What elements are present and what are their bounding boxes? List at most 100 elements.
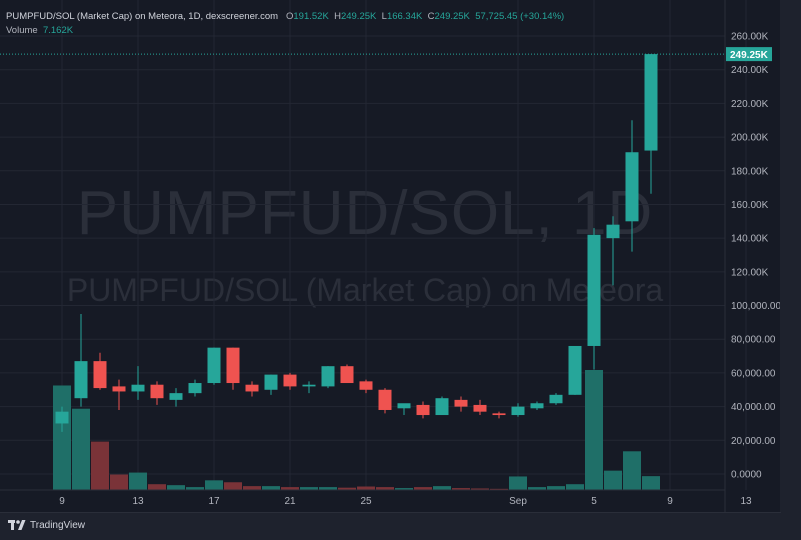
candle-body: [283, 374, 297, 387]
x-tick-label: 13: [740, 496, 752, 507]
volume-bar: [414, 487, 432, 490]
x-tick-label: 17: [208, 496, 220, 507]
candle-body: [169, 393, 183, 400]
volume-bar: [148, 484, 166, 490]
footer-bar: TradingView: [0, 513, 801, 540]
y-tick-label: 220.00K: [731, 99, 769, 110]
y-tick-label: 240.00K: [731, 65, 769, 76]
legend-open-value: 191.52K: [293, 11, 329, 22]
x-tick-label: 25: [360, 496, 372, 507]
volume-bar: [262, 486, 280, 490]
candle-body: [416, 404, 430, 416]
right-gutter: [780, 0, 801, 512]
candle-body: [549, 394, 563, 404]
volume-bar: [642, 476, 660, 490]
y-tick-label: 80,000.00: [731, 335, 776, 346]
y-tick-label: 260.00K: [731, 32, 769, 43]
candle-body: [207, 347, 221, 384]
volume-bar: [490, 488, 508, 490]
candle-body: [606, 224, 620, 239]
price-chart[interactable]: 0.0000 20,000.00 40,000.00 60,000.00 80,000.…: [0, 0, 780, 512]
candle-body: [188, 383, 202, 394]
volume-bar: [91, 441, 109, 490]
y-tick-label: 40,000.00: [731, 402, 776, 413]
candle-body: [492, 413, 506, 416]
tradingview-logo[interactable]: TradingView: [8, 519, 85, 531]
volume-bar: [338, 487, 356, 490]
volume-bar: [623, 451, 641, 490]
candle-body: [302, 384, 316, 387]
volume-bar: [110, 474, 128, 490]
volume-bar: [509, 476, 527, 490]
legend-low-label: L: [381, 11, 387, 22]
y-tick-label: 200.00K: [731, 133, 769, 144]
candle-body: [511, 406, 525, 416]
candle-body: [530, 403, 544, 409]
candle-body: [625, 152, 639, 222]
candle-body: [587, 234, 601, 346]
volume-bar: [528, 487, 546, 490]
price-tag-label: 249.25K: [730, 50, 769, 61]
x-tick-label: Sep: [509, 496, 527, 507]
candle-body: [568, 345, 582, 395]
candle-body: [321, 366, 335, 387]
volume-bar: [433, 486, 451, 490]
tradingview-brand-text: TradingView: [30, 519, 86, 531]
volume-bar: [243, 486, 261, 490]
volume-bar: [167, 485, 185, 490]
candle-body: [131, 384, 145, 392]
volume-bar: [72, 408, 90, 490]
x-tick-label: 21: [284, 496, 296, 507]
x-tick-label: 5: [591, 496, 597, 507]
candle-body: [264, 374, 278, 390]
candle-body: [74, 361, 88, 399]
legend-close-value: 249.25K: [434, 11, 470, 22]
candle-body: [55, 411, 69, 424]
volume-bar: [585, 370, 603, 490]
volume-bar: [395, 488, 413, 490]
chart-panel[interactable]: PUMPFUD/SOL, 1D PUMPFUD/SOL (Market Cap)…: [0, 0, 781, 513]
candle-body: [226, 347, 240, 384]
tradingview-icon: [8, 520, 26, 530]
volume-bar: [471, 488, 489, 490]
x-tick-label: 9: [59, 496, 65, 507]
x-tick-label: 9: [667, 496, 673, 507]
legend-high-label: H: [334, 11, 341, 22]
volume-bar: [300, 487, 318, 490]
legend-open-label: O: [286, 11, 294, 22]
y-tick-label: 20,000.00: [731, 436, 776, 447]
candle-body: [112, 386, 126, 392]
candle-body: [245, 384, 259, 392]
candle-body: [435, 398, 449, 416]
candle-body: [454, 399, 468, 407]
volume-bar: [604, 470, 622, 490]
y-tick-label: 60,000.00: [731, 368, 776, 379]
volume-bar: [53, 385, 71, 490]
volume-bar: [186, 487, 204, 490]
legend-title: PUMPFUD/SOL (Market Cap) on Meteora, 1D,…: [6, 11, 279, 22]
candle-body: [150, 384, 164, 399]
candle-body: [340, 366, 354, 384]
legend-volume-value: 7.162K: [42, 25, 74, 36]
price-tag: [726, 47, 772, 62]
y-tick-label: 120.00K: [731, 267, 769, 278]
candle-body: [378, 389, 392, 410]
volume-bar: [129, 472, 147, 490]
volume-bar: [452, 488, 470, 490]
y-tick-label: 140.00K: [731, 234, 769, 245]
volume-bar: [566, 484, 584, 490]
candle-body: [93, 361, 107, 389]
legend-main: PUMPFUD/SOL (Market Cap) on Meteora, 1D,…: [6, 11, 564, 22]
y-tick-label: 160.00K: [731, 200, 769, 211]
legend-high-value: 249.25K: [340, 11, 377, 22]
volume-bar: [224, 482, 242, 490]
legend-volume: Volume 7.162K: [6, 25, 73, 36]
candle-body: [397, 403, 411, 409]
candle-body: [359, 381, 373, 390]
volume-bar: [376, 487, 394, 490]
volume-bar: [319, 487, 337, 490]
legend-close-label: C: [427, 11, 435, 22]
candle-body: [644, 54, 658, 151]
x-tick-label: 13: [132, 496, 144, 507]
y-tick-label: 180.00K: [731, 166, 769, 177]
